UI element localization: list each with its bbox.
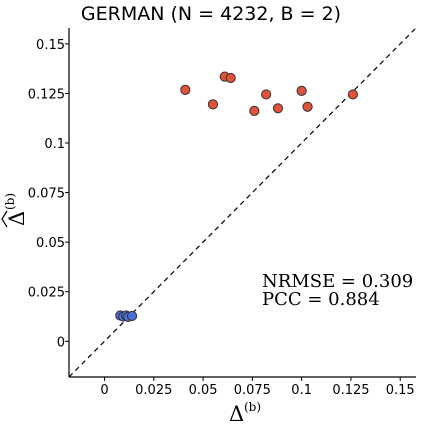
x-axis-label-main: Δ [229, 402, 244, 423]
x-tick-label: 0 [100, 383, 108, 398]
data-points [115, 71, 359, 323]
y-axis-label-hat [1, 210, 8, 228]
x-tick-label: 0.125 [332, 383, 369, 398]
series-1-point [296, 85, 307, 96]
x-tick-label: 0.05 [189, 383, 218, 398]
series-1-point [261, 89, 272, 100]
y-tick-label: 0.05 [36, 236, 65, 251]
y-tick-label: 0.075 [28, 187, 65, 202]
x-tick-label: 0.075 [234, 383, 271, 398]
pcc-annotation: PCC = 0.884 [262, 289, 380, 310]
series-1-point [347, 89, 359, 100]
x-axis-label: Δ (b) [229, 400, 261, 426]
y-axis-label: Δ (b) [1, 193, 29, 228]
series-1-point [272, 103, 284, 114]
series-2-point [126, 310, 138, 322]
series-1-point [302, 101, 313, 112]
x-ticks: 0 0.025 0.05 0.075 0.1 0.125 0.15 [100, 377, 415, 398]
y-tick-label: 0.125 [28, 87, 65, 102]
series-1-point [249, 105, 260, 116]
series-1-point [207, 99, 219, 110]
y-ticks: 0 0.025 0.05 0.075 0.1 0.125 0.15 [28, 38, 69, 350]
y-axis-label-main: Δ [5, 211, 29, 226]
identity-reference-line [68, 27, 417, 378]
y-tick-label: 0.025 [28, 286, 65, 301]
y-tick-label: 0.1 [44, 137, 65, 152]
y-tick-label: 0.15 [36, 38, 65, 53]
x-tick-label: 0.1 [291, 383, 312, 398]
y-axis-label-sup: (b) [3, 193, 17, 210]
x-tick-label: 0.025 [135, 383, 172, 398]
axes [68, 28, 416, 378]
chart-title: GERMAN (N = 4232, B = 2) [81, 3, 341, 25]
x-axis-label-sup: (b) [244, 400, 261, 414]
series-1-point [225, 72, 236, 84]
nrmse-annotation: NRMSE = 0.309 [262, 271, 413, 292]
y-tick-label: 0 [57, 335, 65, 350]
series-1-point [180, 84, 191, 95]
x-tick-label: 0.15 [386, 383, 415, 398]
